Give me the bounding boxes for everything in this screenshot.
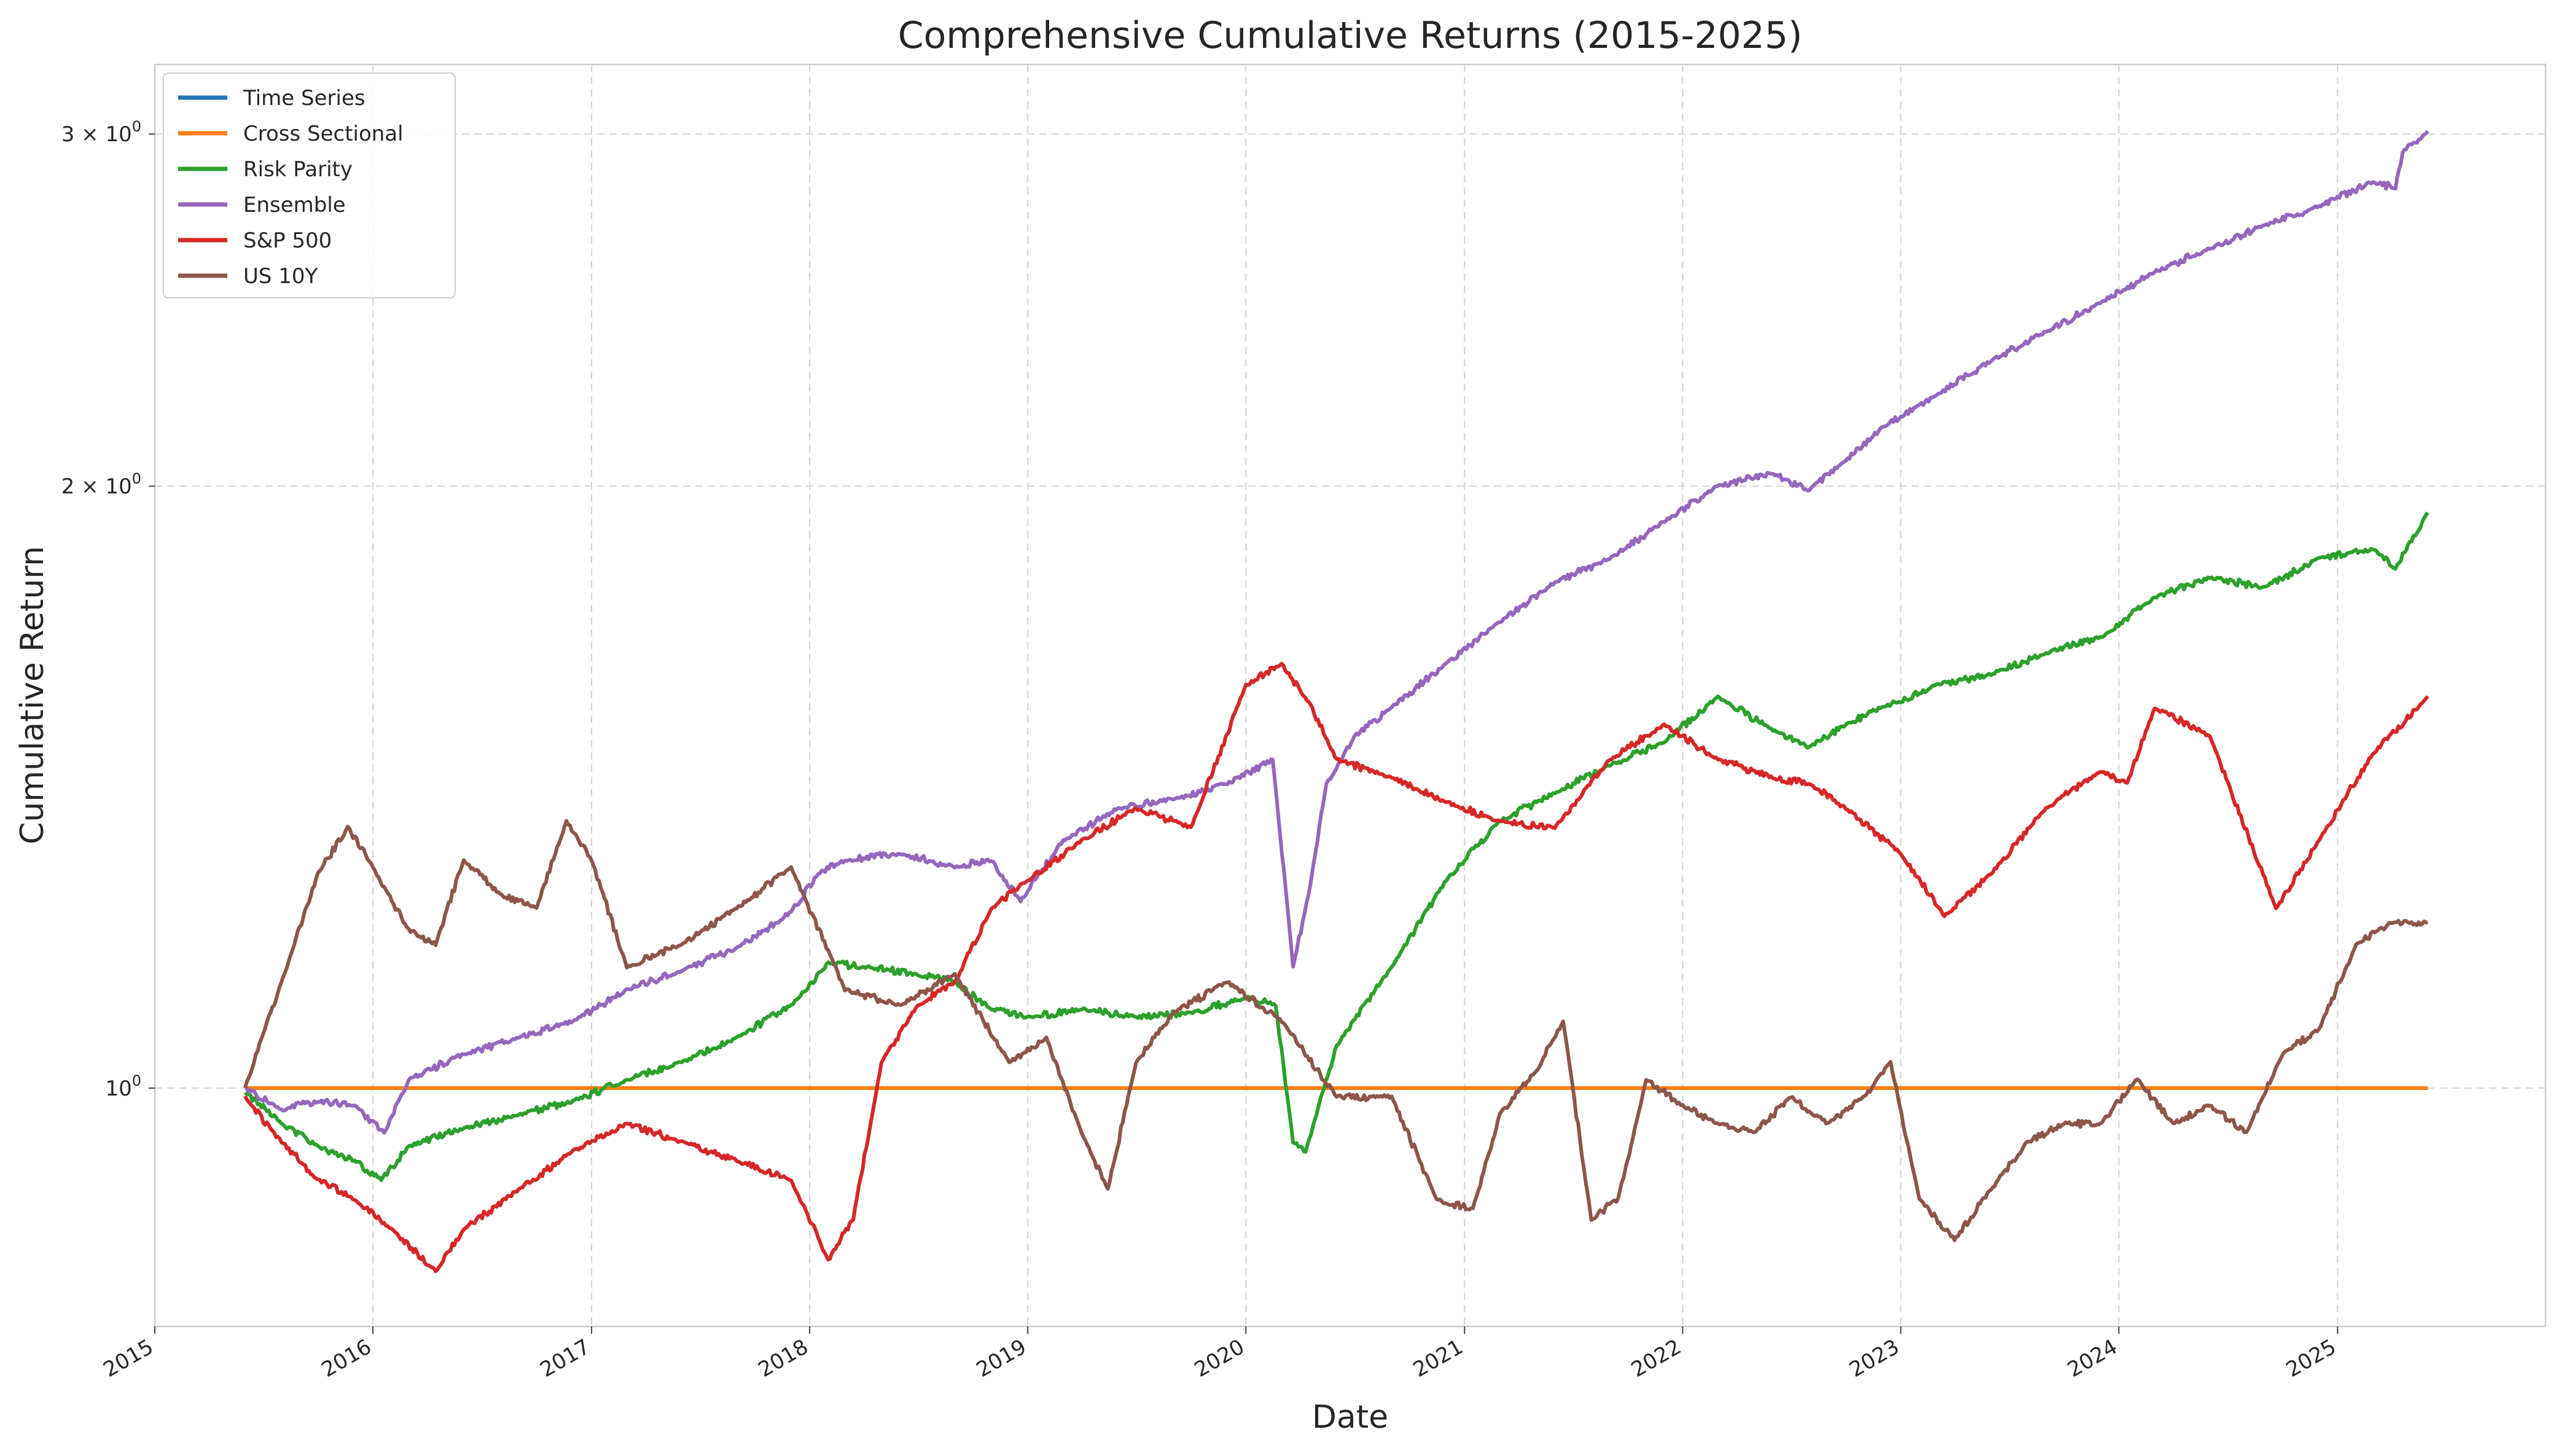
y-tick-exponent: 0	[132, 1072, 141, 1089]
y-tick-exponent: 0	[132, 470, 141, 488]
x-axis-label: Date	[1312, 1399, 1388, 1436]
y-tick-exponent: 0	[132, 118, 141, 135]
series-line	[243, 511, 2429, 1182]
series-line	[243, 819, 2428, 1242]
y-tick-multiplier: 2 ×	[61, 475, 106, 499]
series-line	[243, 661, 2429, 1274]
y-tick-label: 100	[105, 1072, 141, 1101]
y-tick-base: 10	[105, 475, 131, 499]
legend-label: Cross Sectional	[243, 122, 404, 146]
legend: Time Series Cross Sectional Risk Parity Ens…	[163, 72, 456, 298]
chart-title: Comprehensive Cumulative Returns (2015-2…	[898, 14, 1803, 57]
y-tick-label: 2 × 100	[61, 470, 141, 499]
legend-label: S&P 500	[243, 228, 332, 253]
y-tick-label: 3 × 100	[61, 118, 141, 147]
legend-label: Risk Parity	[243, 157, 353, 182]
plot-area-frame	[154, 63, 2547, 1328]
legend-label: Ensemble	[243, 193, 346, 217]
y-tick-base: 10	[105, 1076, 131, 1101]
y-tick-base: 10	[105, 122, 131, 147]
legend-box	[163, 72, 456, 298]
y-axis-label: Cumulative Return	[14, 546, 51, 844]
series-line	[244, 130, 2429, 1135]
legend-label: US 10Y	[243, 264, 318, 289]
legend-label: Time Series	[243, 86, 365, 111]
y-tick-multiplier: 3 ×	[61, 122, 106, 147]
